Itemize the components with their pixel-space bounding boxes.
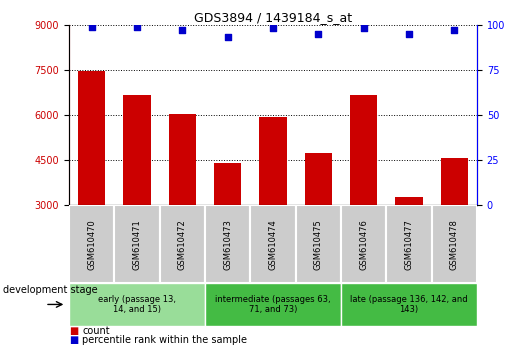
Text: percentile rank within the sample: percentile rank within the sample	[82, 335, 247, 345]
Text: late (passage 136, 142, and
143): late (passage 136, 142, and 143)	[350, 295, 468, 314]
Text: GSM610472: GSM610472	[178, 219, 187, 270]
Bar	[214, 163, 241, 205]
Text: ■: ■	[69, 326, 78, 336]
Bar	[205, 205, 250, 283]
Bar	[205, 283, 341, 326]
Bar	[114, 205, 160, 283]
Point	[450, 27, 458, 33]
Text: GSM610474: GSM610474	[269, 219, 277, 270]
Bar	[296, 205, 341, 283]
Text: GSM610478: GSM610478	[450, 219, 459, 270]
Text: GSM610470: GSM610470	[87, 219, 96, 270]
Bar	[350, 95, 377, 205]
Title: GDS3894 / 1439184_s_at: GDS3894 / 1439184_s_at	[194, 11, 352, 24]
Point	[178, 27, 187, 33]
Text: development stage: development stage	[3, 285, 98, 295]
Point	[223, 35, 232, 40]
Bar	[341, 205, 386, 283]
Text: early (passage 13,
14, and 15): early (passage 13, 14, and 15)	[98, 295, 176, 314]
Bar	[69, 205, 114, 283]
Bar	[259, 117, 287, 205]
Bar	[341, 283, 477, 326]
Text: intermediate (passages 63,
71, and 73): intermediate (passages 63, 71, and 73)	[215, 295, 331, 314]
Bar	[123, 96, 151, 205]
Bar	[160, 205, 205, 283]
Text: GSM610471: GSM610471	[132, 219, 142, 270]
Text: GSM610475: GSM610475	[314, 219, 323, 270]
Bar	[169, 114, 196, 205]
Bar	[305, 153, 332, 205]
Bar	[386, 205, 431, 283]
Text: GSM610476: GSM610476	[359, 219, 368, 270]
Bar	[395, 197, 422, 205]
Text: GSM610477: GSM610477	[404, 219, 413, 270]
Point	[132, 24, 141, 29]
Bar	[69, 283, 205, 326]
Text: GSM610473: GSM610473	[223, 219, 232, 270]
Point	[405, 31, 413, 37]
Point	[314, 31, 323, 37]
Bar	[250, 205, 296, 283]
Point	[359, 25, 368, 31]
Text: ■: ■	[69, 335, 78, 345]
Point	[269, 25, 277, 31]
Bar	[441, 158, 468, 205]
Bar	[78, 72, 105, 205]
Text: count: count	[82, 326, 110, 336]
Point	[87, 24, 96, 29]
Bar	[431, 205, 477, 283]
